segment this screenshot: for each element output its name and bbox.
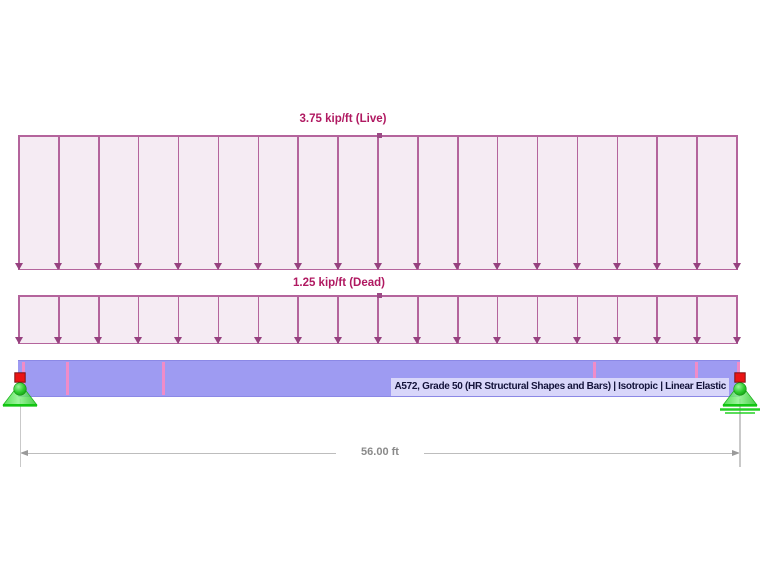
dead-load-block[interactable] bbox=[14, 295, 741, 344]
dimension-line-right-segment bbox=[424, 452, 735, 454]
material-label: A572, Grade 50 (HR Structural Shapes and… bbox=[391, 378, 729, 396]
roller-support-icon[interactable] bbox=[718, 372, 760, 420]
live-load-block[interactable] bbox=[14, 135, 741, 270]
beam-tick bbox=[162, 362, 165, 395]
dimension-extension-line-right bbox=[739, 399, 741, 467]
beam-tick bbox=[66, 362, 69, 395]
live-load-node-marker bbox=[377, 133, 382, 138]
dimension-arrow-right-icon bbox=[732, 450, 740, 456]
dimension-line-left-segment bbox=[25, 452, 336, 454]
dimension-label: 56.00 ft bbox=[355, 446, 405, 458]
dimension-arrow-left-icon bbox=[20, 450, 28, 456]
live-load-label: 3.75 kip/ft (Live) bbox=[299, 113, 387, 125]
dead-load-label: 1.25 kip/ft (Dead) bbox=[292, 277, 386, 289]
pinned-support-icon[interactable] bbox=[0, 372, 42, 420]
dimension-extension-line-left bbox=[19, 399, 21, 467]
dead-load-node-marker bbox=[377, 293, 382, 298]
